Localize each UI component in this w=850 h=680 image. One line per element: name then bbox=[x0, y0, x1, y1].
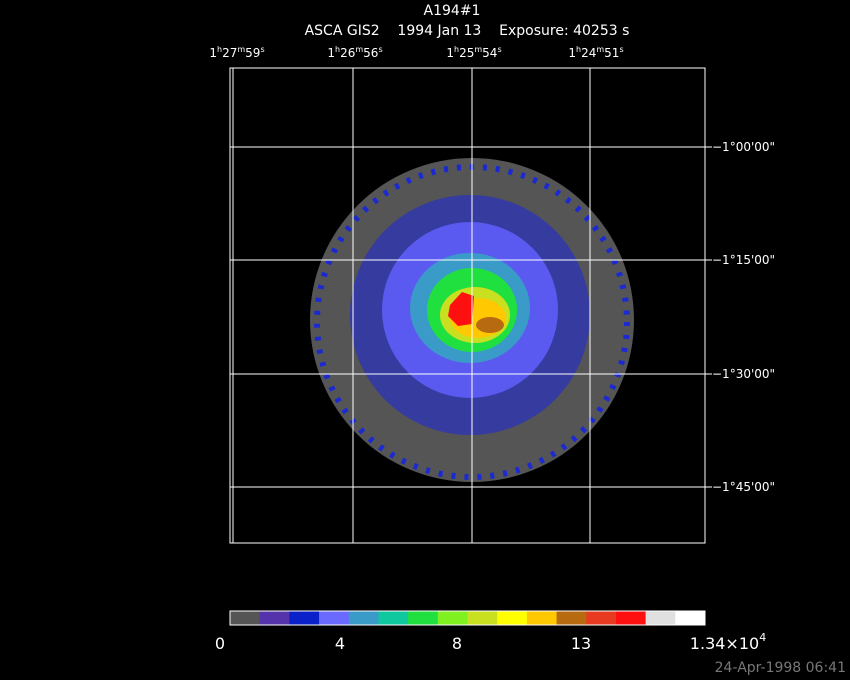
unit-superscript: h bbox=[576, 45, 581, 54]
ra-value: 51 bbox=[604, 46, 619, 60]
colorbar-cell bbox=[408, 611, 439, 625]
plot-frame bbox=[229, 67, 706, 544]
brown-region bbox=[476, 317, 504, 333]
unit-superscript: h bbox=[217, 45, 222, 54]
colorbar-cell bbox=[319, 611, 350, 625]
colorbar-value: 4 bbox=[335, 634, 345, 653]
colorbar-label: 8 bbox=[452, 634, 462, 653]
colorbar-value: 8 bbox=[452, 634, 462, 653]
ra-tick-label: 1h27m59s bbox=[209, 45, 264, 60]
colorbar-cell bbox=[259, 611, 290, 625]
grid bbox=[229, 67, 706, 544]
ra-value: 27 bbox=[222, 46, 237, 60]
colorbar-frame bbox=[229, 610, 706, 626]
colorbar-value: 0 bbox=[215, 634, 225, 653]
unit-superscript: h bbox=[454, 45, 459, 54]
colorbar-cell bbox=[378, 611, 409, 625]
dec-tick-label: −1°15'00" bbox=[712, 253, 775, 267]
ra-value: 54 bbox=[482, 46, 497, 60]
ra-value: 56 bbox=[363, 46, 378, 60]
colorbar-label: 13 bbox=[571, 634, 591, 653]
colorbar-cell bbox=[348, 611, 379, 625]
colorbar-cell bbox=[437, 611, 468, 625]
colorbar-cell bbox=[497, 611, 528, 625]
timestamp: 24-Apr-1998 06:41 bbox=[715, 660, 846, 676]
colorbar-cell bbox=[467, 611, 498, 625]
ra-value: 1 bbox=[446, 46, 454, 60]
ra-value: 26 bbox=[340, 46, 355, 60]
unit-superscript: m bbox=[355, 45, 363, 54]
unit-superscript: m bbox=[596, 45, 604, 54]
ra-value: 1 bbox=[327, 46, 335, 60]
ra-tick-label: 1h24m51s bbox=[568, 45, 623, 60]
unit-superscript: s bbox=[619, 45, 623, 54]
unit-superscript: m bbox=[474, 45, 482, 54]
peak-region bbox=[448, 292, 474, 326]
ra-value: 1 bbox=[568, 46, 576, 60]
colorbar-cell bbox=[556, 611, 587, 625]
colorbar-label: 0 bbox=[215, 634, 225, 653]
ra-value: 25 bbox=[459, 46, 474, 60]
dec-tick-label: −1°45'00" bbox=[712, 480, 775, 494]
ra-value: 59 bbox=[245, 46, 260, 60]
colorbar-cell bbox=[289, 611, 320, 625]
ra-value: 24 bbox=[581, 46, 596, 60]
unit-superscript: s bbox=[378, 45, 382, 54]
colorbar-label: 4 bbox=[335, 634, 345, 653]
unit-superscript: s bbox=[497, 45, 501, 54]
subtitle: ASCA GIS2 1994 Jan 13 Exposure: 40253 s bbox=[305, 23, 630, 39]
exponent: 4 bbox=[759, 631, 766, 644]
colorbar-label: 1.34×104 bbox=[690, 631, 766, 653]
unit-superscript: s bbox=[260, 45, 264, 54]
colorbar-cell bbox=[526, 611, 558, 625]
unit-superscript: h bbox=[335, 45, 340, 54]
ra-tick-label: 1h26m56s bbox=[327, 45, 382, 60]
dec-tick-label: −1°00'00" bbox=[712, 140, 775, 154]
colorbar-cell bbox=[586, 611, 617, 625]
unit-superscript: m bbox=[237, 45, 245, 54]
dec-tick-label: −1°30'00" bbox=[712, 367, 775, 381]
colorbar-cell bbox=[230, 611, 261, 625]
ra-tick-label: 1h25m54s bbox=[446, 45, 501, 60]
colorbar-cell bbox=[645, 611, 676, 625]
colorbar-value: 13 bbox=[571, 634, 591, 653]
ra-value: 1 bbox=[209, 46, 217, 60]
title: A194#1 bbox=[424, 3, 481, 19]
colorbar-value: 1.34×10 bbox=[690, 634, 759, 653]
colorbar-cell bbox=[675, 611, 706, 625]
colorbar-cell bbox=[615, 611, 647, 625]
